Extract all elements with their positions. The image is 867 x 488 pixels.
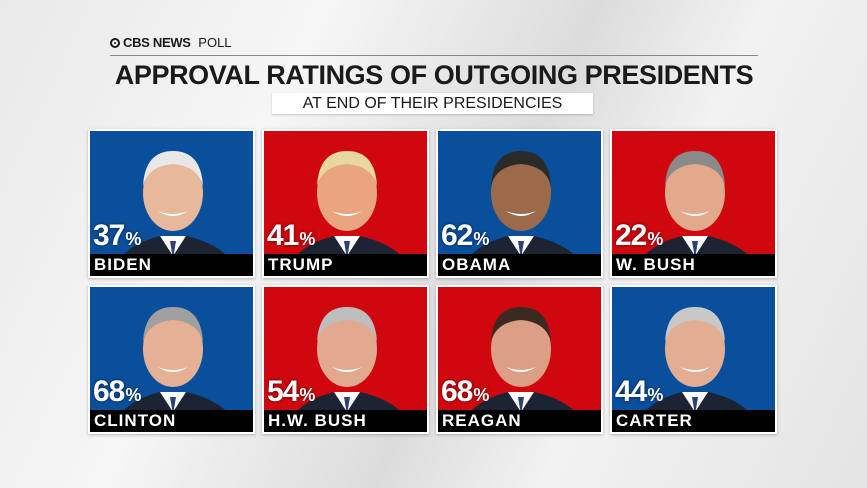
- president-card: 44% CARTER: [610, 285, 777, 434]
- approval-percent: 44%: [615, 375, 663, 408]
- president-card: 54% H.W. BUSH: [262, 285, 429, 434]
- approval-percent: 62%: [441, 219, 489, 252]
- president-card: 68% CLINTON: [88, 285, 255, 434]
- president-name: CARTER: [612, 410, 775, 432]
- president-name: REAGAN: [438, 410, 601, 432]
- president-name: TRUMP: [264, 254, 427, 276]
- approval-percent: 41%: [267, 219, 315, 252]
- president-name: W. BUSH: [612, 254, 775, 276]
- president-card: 62% OBAMA: [436, 129, 603, 278]
- president-name: H.W. BUSH: [264, 410, 427, 432]
- president-name: BIDEN: [90, 254, 253, 276]
- cbs-eye-icon: [110, 37, 120, 48]
- approval-percent: 54%: [267, 375, 315, 408]
- cbs-news-poll-logo: CBS NEWS POLL: [110, 35, 232, 50]
- approval-percent: 22%: [615, 219, 663, 252]
- president-card: 68% REAGAN: [436, 285, 603, 434]
- president-name: OBAMA: [438, 254, 601, 276]
- page-title: APPROVAL RATINGS OF OUTGOING PRESIDENTS: [114, 60, 754, 90]
- president-card: 37% BIDEN: [88, 129, 255, 278]
- president-card: 22% W. BUSH: [610, 129, 777, 278]
- divider: [110, 55, 758, 56]
- president-card: 41% TRUMP: [262, 129, 429, 278]
- approval-percent: 68%: [93, 375, 141, 408]
- approval-percent: 37%: [93, 219, 141, 252]
- president-name: CLINTON: [90, 410, 253, 432]
- approval-percent: 68%: [441, 375, 489, 408]
- subtitle: AT END OF THEIR PRESIDENCIES: [272, 93, 593, 114]
